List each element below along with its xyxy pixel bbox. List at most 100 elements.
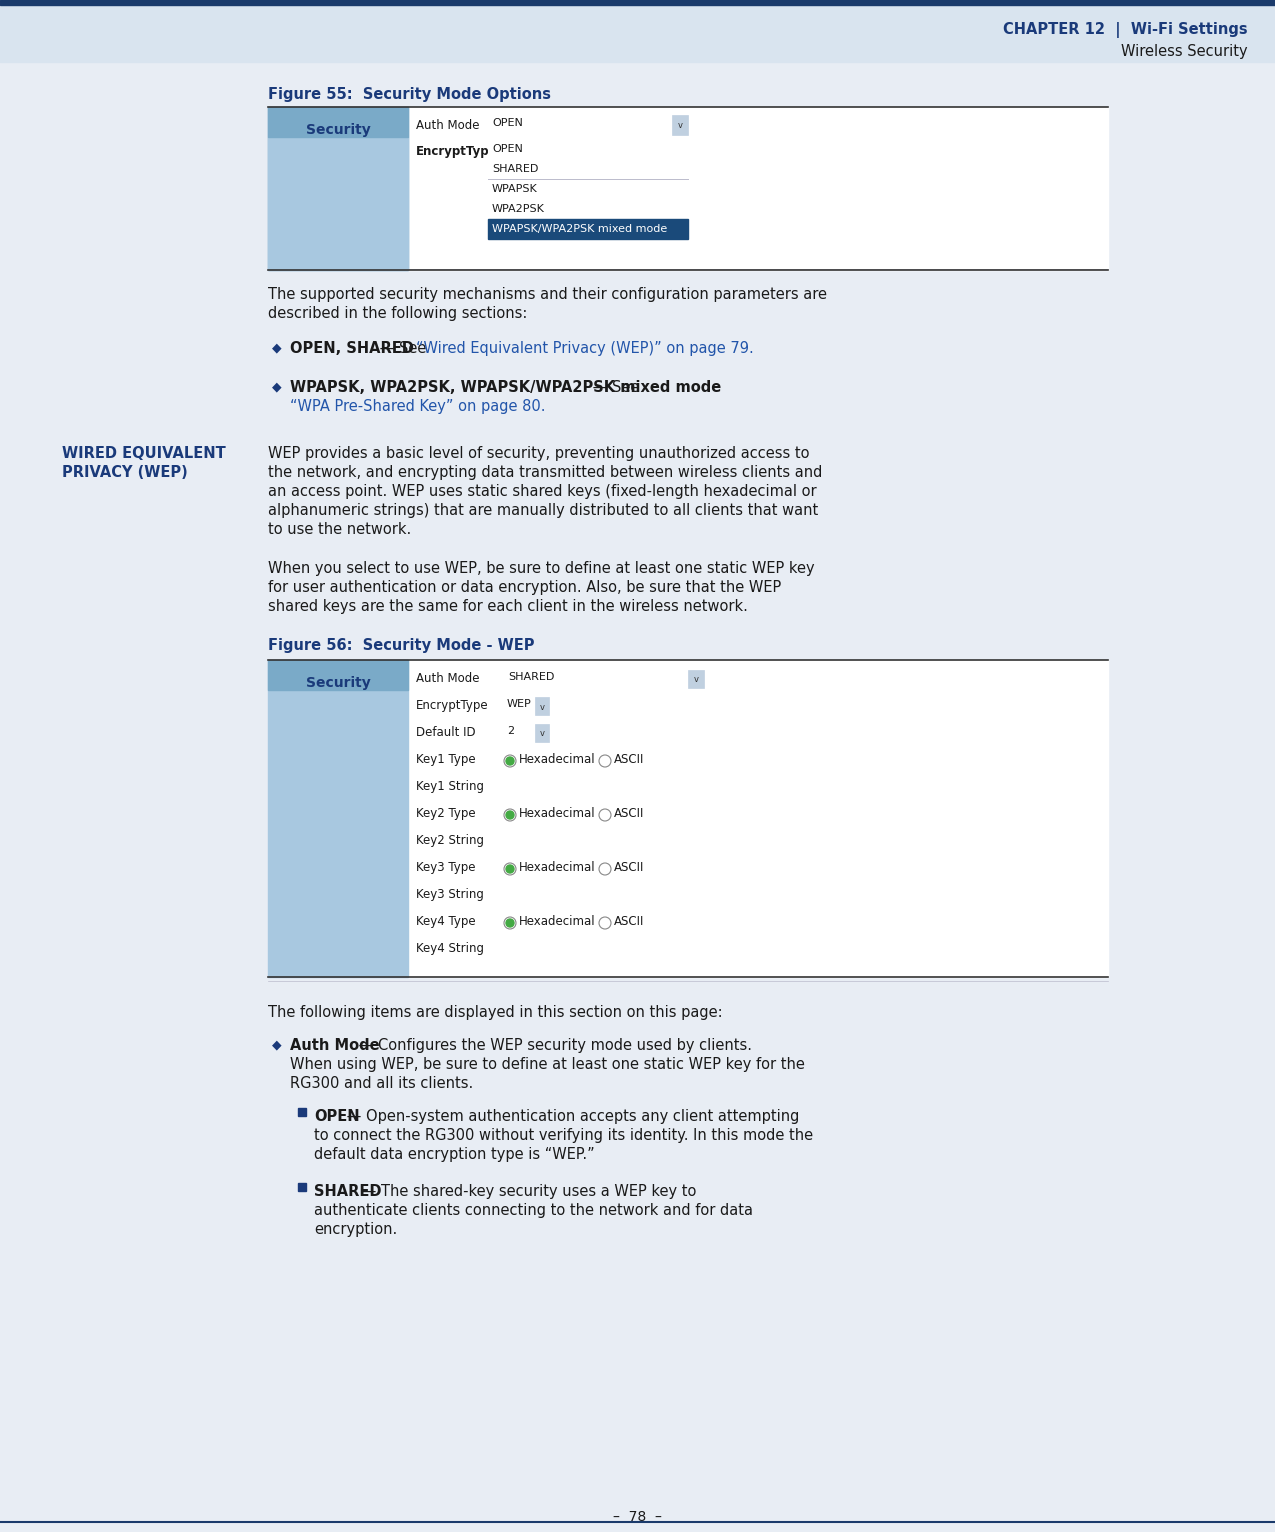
Text: shared keys are the same for each client in the wireless network.: shared keys are the same for each client… (268, 599, 748, 614)
Text: Hexadecimal: Hexadecimal (519, 807, 595, 820)
Circle shape (504, 918, 516, 928)
Bar (268, 660, 408, 689)
Bar (298, 1108, 306, 1115)
Bar (268, 107, 408, 136)
Text: The supported security mechanisms and their configuration parameters are: The supported security mechanisms and th… (268, 286, 827, 302)
Text: OPEN: OPEN (492, 144, 523, 155)
Text: EncryptType: EncryptType (416, 146, 497, 158)
Circle shape (599, 863, 611, 875)
Text: Figure 55:  Security Mode Options: Figure 55: Security Mode Options (268, 87, 551, 103)
Bar (0, 5, 1275, 61)
Text: Key4 Type: Key4 Type (416, 915, 476, 928)
Bar (488, 115, 688, 135)
Text: Key1 String: Key1 String (416, 780, 484, 794)
Text: OPEN: OPEN (492, 118, 523, 129)
Bar (536, 725, 550, 741)
Text: Hexadecimal: Hexadecimal (519, 915, 595, 928)
Circle shape (504, 863, 516, 875)
Text: Hexadecimal: Hexadecimal (519, 754, 595, 766)
Text: Security: Security (306, 123, 370, 136)
Bar (488, 219, 688, 239)
Text: PRIVACY (WEP): PRIVACY (WEP) (62, 466, 187, 480)
Text: EncryptType: EncryptType (416, 699, 488, 712)
Text: authenticate clients connecting to the network and for data: authenticate clients connecting to the n… (314, 1203, 754, 1218)
Circle shape (599, 918, 611, 928)
Text: v: v (677, 121, 682, 130)
Text: –  78  –: – 78 – (613, 1511, 662, 1524)
Text: Figure 56:  Security Mode - WEP: Figure 56: Security Mode - WEP (268, 637, 534, 653)
Circle shape (599, 809, 611, 821)
Bar (688, 669, 704, 688)
Text: Key2 Type: Key2 Type (416, 807, 476, 820)
Text: 2: 2 (507, 726, 514, 735)
Text: OPEN: OPEN (314, 1109, 360, 1124)
Text: WPAPSK: WPAPSK (492, 184, 538, 195)
Bar (268, 660, 408, 977)
Text: ASCII: ASCII (615, 861, 644, 873)
Bar (0, 0, 1275, 5)
Text: encryption.: encryption. (314, 1223, 398, 1236)
Bar (408, 107, 1108, 270)
Bar (268, 107, 408, 270)
Text: SHARED: SHARED (492, 164, 538, 175)
Text: WPA2PSK: WPA2PSK (492, 204, 544, 214)
Text: an access point. WEP uses static shared keys (fixed-length hexadecimal or: an access point. WEP uses static shared … (268, 484, 816, 499)
Bar (504, 780, 634, 797)
Text: Security: Security (306, 676, 370, 689)
Text: ASCII: ASCII (615, 915, 644, 928)
Bar (408, 660, 1108, 977)
Bar (504, 725, 550, 741)
Text: When you select to use WEP, be sure to define at least one static WEP key: When you select to use WEP, be sure to d… (268, 561, 815, 576)
Text: ◆: ◆ (272, 1039, 282, 1051)
Text: v: v (694, 676, 699, 685)
Text: OPEN, SHARED: OPEN, SHARED (289, 342, 414, 355)
Bar (268, 136, 408, 270)
Text: default data encryption type is “WEP.”: default data encryption type is “WEP.” (314, 1147, 594, 1161)
Text: to connect the RG300 without verifying its identity. In this mode the: to connect the RG300 without verifying i… (314, 1128, 813, 1143)
Text: ASCII: ASCII (615, 754, 644, 766)
Bar (298, 1183, 306, 1190)
Text: When using WEP, be sure to define at least one static WEP key for the: When using WEP, be sure to define at lea… (289, 1057, 805, 1072)
Circle shape (599, 755, 611, 768)
Bar (488, 139, 688, 239)
Text: SHARED: SHARED (507, 673, 555, 682)
Circle shape (504, 755, 516, 768)
Text: Auth Mode: Auth Mode (416, 673, 479, 685)
Bar (504, 697, 550, 715)
Text: Key2 String: Key2 String (416, 833, 484, 847)
Text: for user authentication or data encryption. Also, be sure that the WEP: for user authentication or data encrypti… (268, 581, 782, 594)
Text: Key4 String: Key4 String (416, 942, 484, 954)
Bar (504, 833, 634, 850)
Text: SHARED: SHARED (314, 1184, 381, 1200)
Circle shape (504, 809, 516, 821)
Text: WPAPSK/WPA2PSK mixed mode: WPAPSK/WPA2PSK mixed mode (492, 224, 667, 234)
Text: ASCII: ASCII (615, 807, 644, 820)
Circle shape (506, 866, 514, 873)
Text: ◆: ◆ (272, 380, 282, 394)
Text: the network, and encrypting data transmitted between wireless clients and: the network, and encrypting data transmi… (268, 466, 822, 480)
Circle shape (506, 919, 514, 927)
Bar (672, 115, 689, 135)
Text: Key3 String: Key3 String (416, 889, 484, 901)
Text: — Open-system authentication accepts any client attempting: — Open-system authentication accepts any… (343, 1109, 799, 1124)
Text: described in the following sections:: described in the following sections: (268, 306, 528, 322)
Text: Wireless Security: Wireless Security (1122, 44, 1248, 60)
Text: WPAPSK, WPA2PSK, WPAPSK/WPA2PSK mixed mode: WPAPSK, WPA2PSK, WPAPSK/WPA2PSK mixed mo… (289, 380, 722, 395)
Text: — See: — See (588, 380, 640, 395)
Circle shape (506, 810, 514, 820)
Bar (504, 889, 634, 904)
Bar (504, 669, 704, 688)
Bar (504, 942, 634, 958)
Text: Default ID: Default ID (416, 726, 476, 738)
Text: The following items are displayed in this section on this page:: The following items are displayed in thi… (268, 1005, 723, 1020)
Text: RG300 and all its clients.: RG300 and all its clients. (289, 1075, 473, 1091)
Text: Hexadecimal: Hexadecimal (519, 861, 595, 873)
Text: ◆: ◆ (272, 342, 282, 354)
Text: v: v (539, 729, 544, 738)
Bar (536, 697, 550, 715)
Text: — The shared-key security uses a WEP key to: — The shared-key security uses a WEP key… (357, 1184, 696, 1200)
Text: WIRED EQUIVALENT: WIRED EQUIVALENT (62, 446, 226, 461)
Text: CHAPTER 12  |  Wi-Fi Settings: CHAPTER 12 | Wi-Fi Settings (1003, 21, 1248, 38)
Text: “WPA Pre-Shared Key” on page 80.: “WPA Pre-Shared Key” on page 80. (289, 398, 546, 414)
Text: — See: — See (375, 342, 431, 355)
